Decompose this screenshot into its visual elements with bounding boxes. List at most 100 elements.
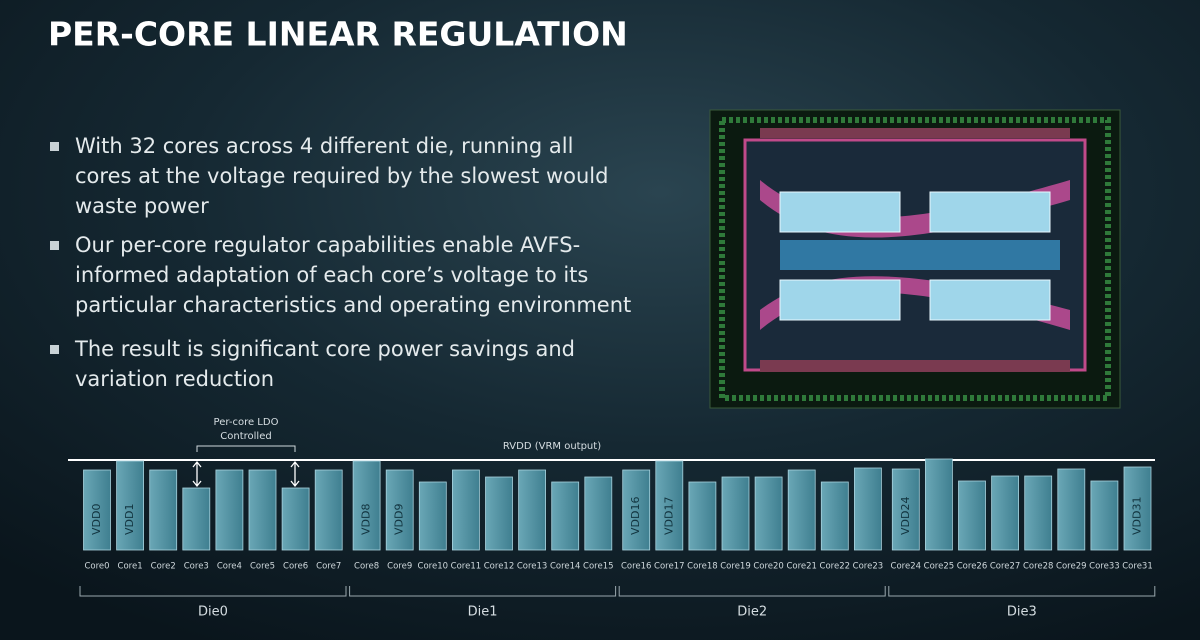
die-bracket [349, 586, 617, 597]
core-bar [314, 469, 343, 551]
ldo-arrow [192, 460, 202, 488]
core-bar [891, 468, 920, 551]
core-label: Core12 [484, 562, 515, 572]
bullet-marker [50, 345, 59, 354]
die-shot [709, 109, 1121, 409]
core-label: Core23 [853, 562, 884, 572]
rail-label: VDD0 [90, 504, 103, 535]
rvdd-label: RVDD (VRM output) [503, 441, 601, 452]
core-label: Core1 [118, 562, 143, 572]
bullet-text: variation reduction [75, 367, 274, 391]
core-bar [451, 469, 480, 551]
rail-label: VDD31 [1131, 497, 1144, 535]
core-label: Core0 [84, 562, 109, 572]
rail-label: VDD8 [360, 504, 373, 535]
core-bar [1057, 468, 1086, 551]
rail-label: VDD9 [393, 504, 406, 535]
core-bar [83, 469, 111, 551]
core-bar [688, 481, 717, 551]
core-label: Core11 [451, 562, 482, 572]
core-bar [958, 480, 986, 551]
core-bar [352, 460, 381, 551]
core-label: Core33 [1089, 562, 1120, 572]
bullet-marker [50, 241, 59, 250]
core-bar [518, 469, 546, 551]
bullet-text: informed adaptation of each core’s volta… [75, 263, 588, 287]
bullet-text: cores at the voltage required by the slo… [75, 164, 608, 188]
core-bar [149, 469, 178, 551]
core-bar [485, 476, 513, 551]
core-bar [116, 460, 144, 551]
bullet-text: waste power [75, 194, 209, 218]
core-label: Core8 [354, 562, 379, 572]
core-bar [551, 481, 580, 551]
core-bar [754, 476, 783, 551]
core-bar [787, 469, 816, 551]
bullet-text: With 32 cores across 4 different die, ru… [75, 134, 573, 158]
core-label: Core17 [654, 562, 685, 572]
core-bar [1024, 475, 1053, 551]
core-bar [418, 481, 447, 551]
core-bar [1090, 480, 1119, 551]
core-bar [584, 476, 613, 551]
core-label: Core10 [418, 562, 449, 572]
core-label: Core24 [891, 562, 922, 572]
core-bar [655, 460, 684, 551]
ldo-label: Controlled [220, 431, 271, 442]
die-label: Die2 [737, 605, 767, 620]
core-label: Core6 [283, 562, 308, 572]
core-label: Core5 [250, 562, 275, 572]
voltage-diagram: RVDD (VRM output) Per-core LDO Controlle… [68, 417, 1156, 620]
rail-label: VDD24 [899, 497, 912, 535]
bullet-list: With 32 cores across 4 different die, ru… [50, 134, 631, 391]
core-bar [281, 487, 310, 551]
core-bar [991, 475, 1019, 551]
rail-label: VDD1 [123, 504, 136, 535]
ldo-label: Per-core LDO [214, 417, 279, 428]
core-bar [215, 469, 244, 551]
core-bar [248, 469, 277, 551]
core-label: Core4 [217, 562, 242, 572]
die-label: Die1 [468, 605, 498, 620]
core-label: Core7 [316, 562, 341, 572]
rail-label: VDD16 [629, 497, 642, 535]
die-bracket [888, 586, 1156, 597]
rail-label: VDD17 [662, 497, 675, 535]
bullet-text: particular characteristics and operating… [75, 293, 631, 317]
die-bracket [79, 586, 347, 597]
core-bar [385, 469, 414, 551]
core-label: Core3 [184, 562, 209, 572]
die-bracket [618, 586, 886, 597]
core-label: Core26 [957, 562, 988, 572]
core-bar [622, 469, 651, 551]
core-label: Core29 [1056, 562, 1087, 572]
core-label: Core20 [753, 562, 784, 572]
bullet-text: Our per-core regulator capabilities enab… [75, 233, 580, 257]
core-label: Core16 [621, 562, 652, 572]
die-label: Die0 [198, 605, 228, 620]
core-label: Core14 [550, 562, 581, 572]
core-bar [820, 481, 849, 551]
ldo-arrow [290, 460, 300, 488]
core-label: Core22 [820, 562, 851, 572]
core-bar [182, 487, 211, 551]
bullet-text: The result is significant core power sav… [74, 337, 575, 361]
core-label: Core18 [687, 562, 718, 572]
core-label: Core28 [1023, 562, 1054, 572]
core-label: Core27 [990, 562, 1021, 572]
core-bar [925, 458, 953, 551]
die-label: Die3 [1007, 605, 1037, 620]
core-bar [721, 476, 750, 551]
core-label: Core9 [387, 562, 412, 572]
ldo-bracket [196, 445, 296, 452]
core-bar [854, 467, 882, 551]
core-label: Core15 [583, 562, 614, 572]
core-label: Core13 [517, 562, 548, 572]
core-label: Core19 [720, 562, 751, 572]
bullet-marker [50, 142, 59, 151]
core-label: Core21 [786, 562, 817, 572]
core-label: Core25 [924, 562, 955, 572]
core-label: Core2 [151, 562, 176, 572]
